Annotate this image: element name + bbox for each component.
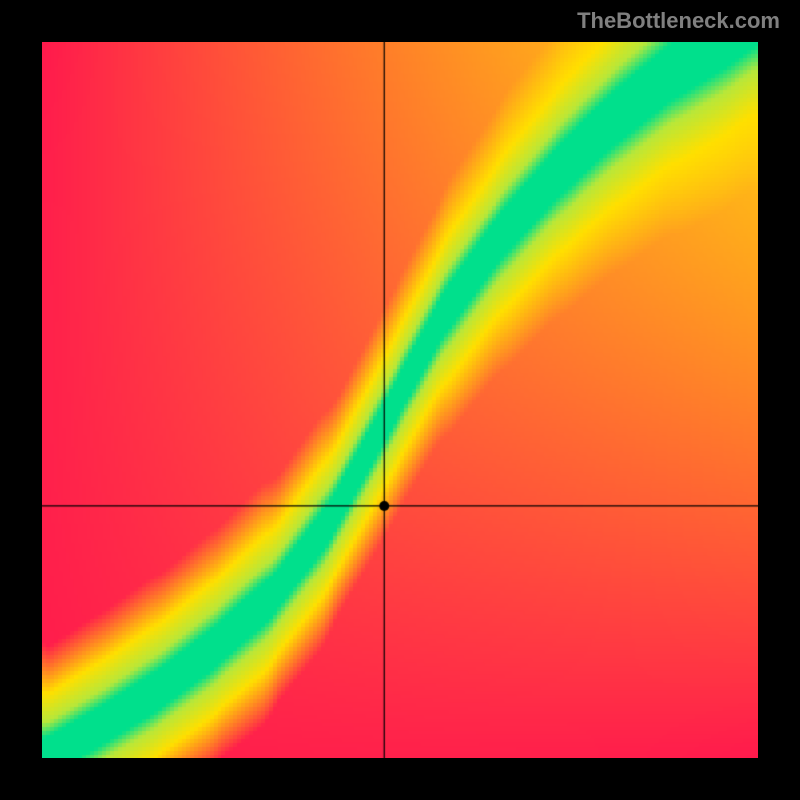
heatmap-plot — [42, 42, 758, 758]
heatmap-canvas — [42, 42, 758, 758]
watermark-text: TheBottleneck.com — [577, 8, 780, 34]
